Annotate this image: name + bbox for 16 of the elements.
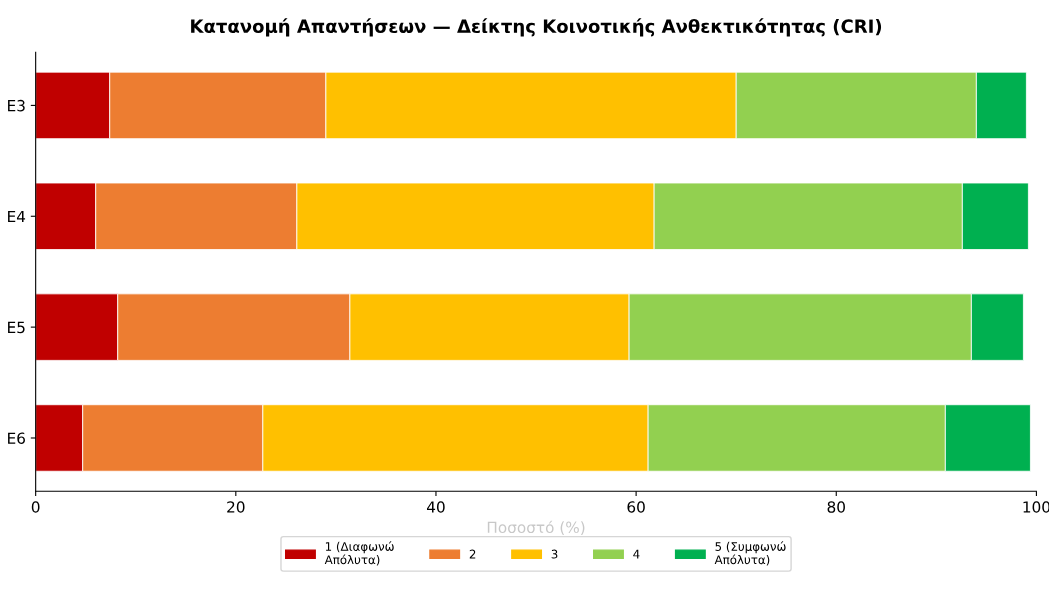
x-tick-label: 80 — [827, 501, 845, 513]
legend-label: 5 (Συμφωνώ Απόλυτα) — [714, 541, 786, 566]
chart-title: Κατανομή Απαντήσεων — Δείκτης Κοινοτικής Ανθεκτικότητας (CRI) — [191, 18, 882, 37]
x-tick-label: 20 — [227, 501, 245, 513]
legend-label: 2 — [469, 549, 476, 559]
legend-label: 1 (Διαφωνώ Απόλυτα) — [324, 541, 394, 566]
x-tick-label: 40 — [426, 501, 445, 513]
y-tick-label: E5 — [8, 321, 25, 334]
x-tick-label: 100 — [1023, 501, 1049, 513]
x-tick-label: 0 — [31, 501, 40, 513]
x-tick-label: 60 — [627, 501, 645, 513]
legend-label: 3 — [551, 549, 558, 559]
y-tick-label: E6 — [8, 432, 25, 445]
legend-label: 4 — [633, 549, 640, 559]
y-tick-label: E3 — [8, 99, 25, 112]
y-tick-label: E4 — [8, 210, 26, 223]
